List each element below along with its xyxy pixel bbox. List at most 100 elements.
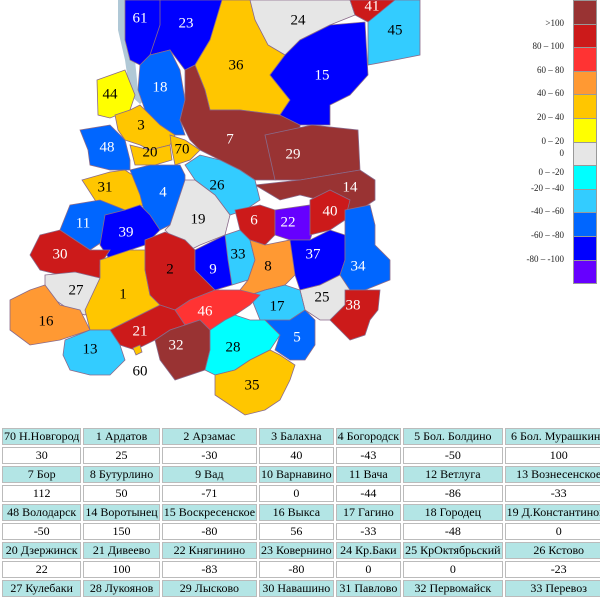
- region-19[interactable]: 19: [164, 179, 231, 251]
- district-name-cell: 6 Бол. Мурашкино: [504, 428, 600, 445]
- region-label: 1: [119, 286, 127, 302]
- legend-swatch: [573, 0, 597, 25]
- table-header-row: 48 Володарск 14 Воротынец 15 Воскресенское…: [2, 504, 600, 521]
- region-shape: [339, 204, 391, 291]
- region-60[interactable]: 60: [132, 344, 148, 379]
- region-shape: [329, 289, 381, 341]
- region-44[interactable]: 44: [96, 69, 136, 119]
- region-label: 31: [98, 179, 113, 195]
- region-label: 22: [281, 214, 296, 230]
- table-value-row: 30 25 -30 40 -43 -50 100: [2, 447, 600, 464]
- district-value-cell: -43: [335, 447, 402, 464]
- region-shape: [264, 309, 316, 361]
- legend-label: 0: [559, 147, 565, 158]
- region-label: 28: [226, 339, 241, 355]
- region-label: 41: [365, 0, 380, 14]
- region-label: 23: [179, 15, 194, 31]
- region-18[interactable]: 18: [137, 49, 186, 136]
- region-label: 44: [103, 86, 119, 102]
- region-label: 9: [209, 261, 217, 277]
- region-label: 61: [133, 10, 148, 26]
- district-value-cell: 100: [83, 561, 160, 578]
- district-name-cell: 2 Арзамас: [161, 428, 258, 445]
- district-name-cell: 17 Гагино: [335, 504, 402, 521]
- district-value-cell: -44: [335, 485, 402, 502]
- district-name-cell: 25 КрОктябрьский: [403, 542, 503, 559]
- region-shape: [169, 134, 201, 166]
- region-label: 36: [229, 57, 245, 73]
- district-name-cell: 9 Вад: [161, 466, 258, 483]
- district-value-cell: -50: [2, 523, 82, 540]
- region-45[interactable]: 45: [367, 0, 421, 66]
- district-value-cell: -33: [335, 523, 402, 540]
- district-value-cell: -33: [504, 485, 600, 502]
- region-label: 38: [346, 297, 361, 313]
- region-70[interactable]: 70: [169, 134, 201, 166]
- district-value-cell: -30: [161, 447, 258, 464]
- district-name-cell: 33 Перевоз: [504, 580, 600, 597]
- legend-swatch: [573, 259, 597, 285]
- table-header-row: 70 Н.Новгород 1 Ардатов 2 Арзамас 3 Балахна…: [2, 428, 600, 445]
- region-label: 2: [166, 261, 174, 277]
- district-value-cell: -86: [403, 485, 503, 502]
- data-table: 70 Н.Новгород 1 Ардатов 2 Арзамас 3 Балахна…: [0, 426, 600, 599]
- region-28[interactable]: 28: [204, 314, 281, 376]
- district-name-cell: 1 Ардатов: [83, 428, 160, 445]
- district-value-cell: 22: [2, 561, 82, 578]
- district-value-cell: 0: [259, 485, 334, 502]
- region-15[interactable]: 15: [269, 21, 369, 126]
- region-5[interactable]: 5: [264, 309, 316, 361]
- district-value-cell: 112: [2, 485, 82, 502]
- district-name-cell: 15 Воскресенское: [161, 504, 258, 521]
- region-33[interactable]: 33: [224, 229, 256, 286]
- region-label: 33: [231, 246, 246, 262]
- region-label: 4: [159, 184, 167, 200]
- region-48[interactable]: 48: [79, 124, 131, 171]
- district-value-cell: -71: [161, 485, 258, 502]
- legend-swatch: [573, 236, 597, 261]
- table-value-row: 22 100 -83 -80 0 0 -23: [2, 561, 600, 578]
- region-34[interactable]: 34: [339, 204, 391, 291]
- region-40[interactable]: 40: [309, 189, 351, 236]
- region-38[interactable]: 38: [329, 289, 381, 341]
- region-label: 35: [245, 377, 260, 393]
- table-header-row: 27 Кулебаки 28 Лукоянов 29 Лысково 30 Наваш…: [2, 580, 600, 597]
- district-value-cell: 0: [403, 561, 503, 578]
- district-name-cell: 13 Вознесенское: [504, 466, 600, 483]
- region-30[interactable]: 30: [29, 229, 111, 279]
- region-label: 70: [175, 141, 190, 157]
- region-shape: [367, 0, 421, 66]
- legend-swatch: [573, 23, 597, 49]
- district-name-cell: 22 Княгинино: [161, 542, 258, 559]
- district-value-cell: -80: [161, 523, 258, 540]
- region-label: 25: [315, 289, 330, 305]
- region-label: 39: [119, 224, 134, 240]
- region-35[interactable]: 35: [214, 349, 296, 416]
- district-value-cell: 100: [504, 447, 600, 464]
- region-shape: [137, 49, 186, 136]
- region-label: 45: [388, 22, 403, 38]
- table-value-row: -50 150 -80 56 -33 -48 0: [2, 523, 600, 540]
- district-name-cell: 14 Воротынец: [83, 504, 160, 521]
- legend-swatch: [573, 118, 597, 143]
- region-label: 6: [250, 212, 258, 228]
- legend-swatch: [573, 165, 597, 190]
- region-label: 48: [100, 139, 115, 155]
- district-value-cell: 150: [83, 523, 160, 540]
- region-20[interactable]: 20: [129, 144, 173, 166]
- region-6[interactable]: 6: [234, 204, 276, 246]
- district-name-cell: 23 Ковернино: [259, 542, 334, 559]
- region-13[interactable]: 13: [62, 329, 126, 376]
- region-label: 14: [343, 179, 359, 195]
- region-22[interactable]: 22: [274, 204, 316, 241]
- table-value-row: 112 50 -71 0 -44 -86 -33: [2, 485, 600, 502]
- region-label: 3: [137, 117, 145, 133]
- region-shape: [264, 124, 361, 181]
- region-26[interactable]: 26: [184, 154, 261, 216]
- region-label: 29: [286, 146, 301, 162]
- district-value-cell: -80: [259, 561, 334, 578]
- region-label: 11: [76, 215, 90, 231]
- district-name-cell: 11 Вача: [335, 466, 402, 483]
- region-29[interactable]: 29: [264, 124, 361, 181]
- legend-swatch: [573, 47, 597, 72]
